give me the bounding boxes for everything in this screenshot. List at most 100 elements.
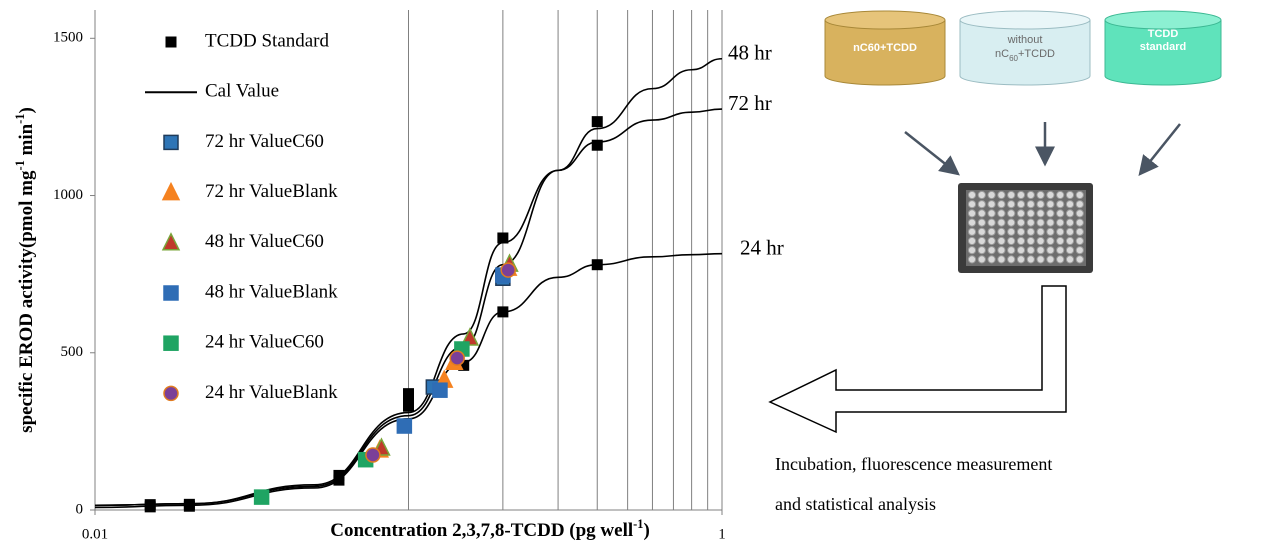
plate-well <box>1026 190 1035 200</box>
well-1 <box>824 10 946 86</box>
plate-well <box>1016 236 1026 246</box>
data-point <box>591 139 603 151</box>
plate-well <box>987 236 996 246</box>
curve-label: 72 hr <box>728 91 772 115</box>
x-tick-label: 0.01 <box>82 526 108 542</box>
plate-well <box>987 209 996 218</box>
plate-well <box>967 209 977 218</box>
plate-well <box>977 246 986 255</box>
y-tick-label: 500 <box>61 344 84 360</box>
plate-well <box>1036 190 1045 200</box>
y-tick-label: 1000 <box>53 187 83 203</box>
plate-well <box>967 218 977 227</box>
curve-label: 24 hr <box>740 236 784 260</box>
plate-well <box>1007 246 1016 255</box>
plate-well <box>1016 218 1026 227</box>
legend-marker <box>163 134 179 151</box>
plate-well <box>967 227 977 236</box>
plate-well <box>987 227 996 236</box>
plate-well <box>1046 218 1055 227</box>
plate-well <box>1036 255 1045 264</box>
plate-well <box>1036 227 1045 236</box>
data-point <box>253 489 270 505</box>
well-label: nC60+TCDD <box>853 42 917 54</box>
text-part: specific EROD activity(pmol mg <box>16 170 37 433</box>
plate-well <box>1075 236 1084 246</box>
plate-well <box>1007 200 1016 209</box>
plate-well <box>1046 246 1055 255</box>
text-part: nC <box>995 48 1009 60</box>
legend-label: 24 hr ValueC60 <box>205 332 324 353</box>
plate-well <box>1065 200 1075 209</box>
plate-well <box>987 218 996 227</box>
plate-well <box>1075 246 1084 255</box>
plate-well <box>1056 209 1065 218</box>
text-part: ) <box>16 107 37 113</box>
plate-well <box>1075 209 1084 218</box>
plate-well <box>1016 190 1026 200</box>
plate-well <box>1065 218 1075 227</box>
plate-well <box>1007 209 1016 218</box>
legend-label: Cal Value <box>205 81 279 102</box>
plate-well <box>997 209 1006 218</box>
caption: Incubation, fluorescence measurement <box>775 454 1052 474</box>
legend-label: 72 hr ValueBlank <box>205 181 338 202</box>
plate-well <box>967 255 977 264</box>
plate-well <box>1036 209 1045 218</box>
legend-marker <box>161 232 181 251</box>
legend-marker <box>165 36 177 48</box>
well-3 <box>1104 10 1222 86</box>
plate-well <box>1065 190 1075 200</box>
plate-well <box>1026 236 1035 246</box>
legend-marker <box>161 181 181 201</box>
data-point <box>591 116 603 128</box>
plate-well <box>1007 218 1016 227</box>
plate-well <box>1046 255 1055 264</box>
data-point <box>458 359 470 371</box>
plate-well <box>1026 255 1035 264</box>
plate-well <box>977 255 986 264</box>
plate-well <box>977 236 986 246</box>
arrow <box>904 131 960 176</box>
well-label: TCDD <box>1148 28 1179 40</box>
data-point <box>396 418 413 434</box>
plate-well <box>1036 236 1045 246</box>
plate-well <box>1016 227 1026 236</box>
plate-well <box>977 200 986 209</box>
plate-well <box>1075 200 1084 209</box>
legend-label: TCDD Standard <box>205 30 330 51</box>
diagram <box>768 10 1222 434</box>
data-point <box>365 447 381 463</box>
plate-well <box>1075 227 1084 236</box>
well-label: nC60+TCDD <box>995 48 1055 63</box>
plate-well <box>1046 236 1055 246</box>
text-part: min <box>16 123 37 160</box>
plate-well <box>997 227 1006 236</box>
x-axis-title: Concentration 2,3,7,8-TCDD (pg well-1) <box>330 517 650 542</box>
plate-well <box>987 246 996 255</box>
arrow <box>1138 123 1181 176</box>
text-part: -1 <box>13 160 27 170</box>
curve-label: 48 hr <box>728 41 772 65</box>
data-point <box>497 232 509 244</box>
plate-well <box>1065 227 1075 236</box>
text-part: -1 <box>633 517 643 531</box>
plate-well <box>987 200 996 209</box>
plate-well <box>997 236 1006 246</box>
text-part: ) <box>643 520 649 541</box>
legend-label: 72 hr ValueC60 <box>205 131 324 152</box>
data-point <box>432 382 448 398</box>
plate-well <box>1026 218 1035 227</box>
well-label: without <box>1007 34 1043 46</box>
legend-label: 48 hr ValueBlank <box>205 281 338 302</box>
x-tick-label: 1 <box>718 526 726 542</box>
well-2 <box>959 10 1091 86</box>
plate-well <box>997 200 1006 209</box>
plate-well <box>1016 200 1026 209</box>
plate-well <box>1056 200 1065 209</box>
plate-well <box>1016 209 1026 218</box>
plate-well <box>1065 246 1075 255</box>
data-point <box>460 327 480 346</box>
legend-marker <box>163 385 179 402</box>
plate-well <box>997 255 1006 264</box>
